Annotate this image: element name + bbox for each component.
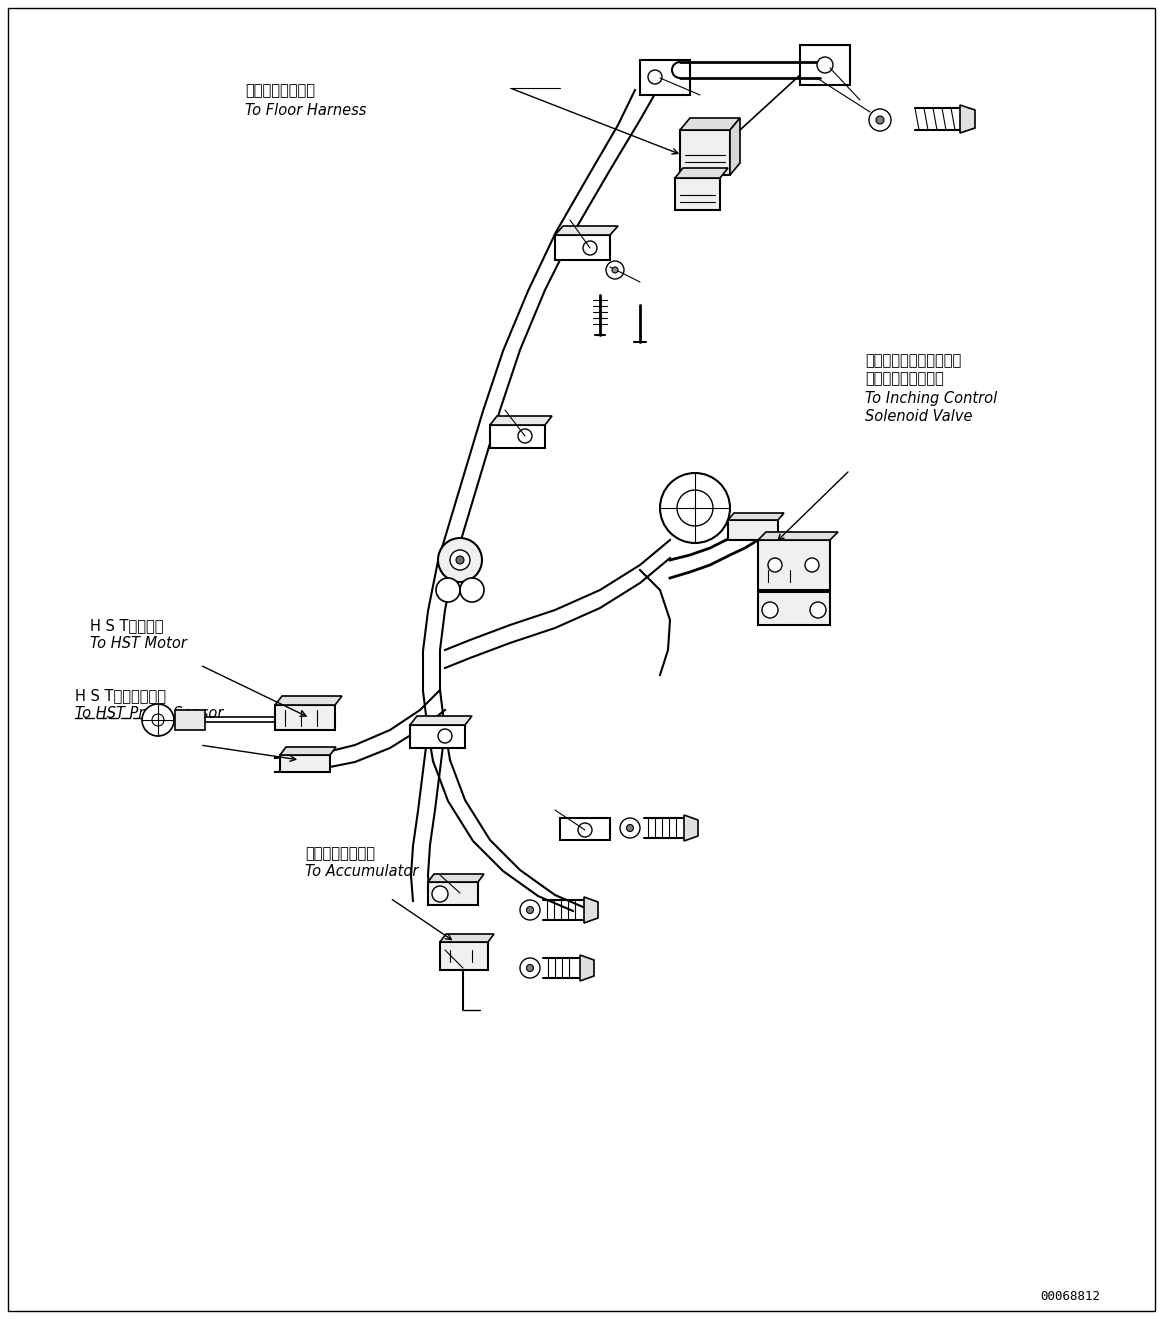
- Polygon shape: [758, 539, 830, 590]
- Polygon shape: [490, 415, 552, 425]
- Polygon shape: [800, 45, 850, 84]
- Circle shape: [612, 266, 618, 273]
- Circle shape: [659, 474, 730, 543]
- Text: To Floor Harness: To Floor Harness: [245, 103, 366, 117]
- Text: To HST Motor: To HST Motor: [90, 636, 187, 652]
- Circle shape: [527, 906, 534, 914]
- Polygon shape: [445, 539, 670, 667]
- Polygon shape: [675, 168, 728, 178]
- Polygon shape: [680, 117, 740, 131]
- Circle shape: [152, 714, 164, 725]
- Circle shape: [869, 109, 891, 131]
- Text: To Inching Control: To Inching Control: [865, 390, 997, 406]
- Polygon shape: [561, 818, 611, 840]
- Polygon shape: [423, 84, 659, 761]
- Circle shape: [583, 241, 597, 255]
- Circle shape: [518, 429, 531, 443]
- Text: インチングコントロール: インチングコントロール: [865, 353, 962, 368]
- Circle shape: [768, 558, 782, 572]
- Circle shape: [677, 489, 713, 526]
- Polygon shape: [411, 729, 445, 901]
- Circle shape: [876, 116, 884, 124]
- Text: フロアハーネスへ: フロアハーネスへ: [245, 83, 315, 98]
- Text: アキュムレータへ: アキュムレータへ: [305, 845, 374, 861]
- Polygon shape: [555, 235, 611, 260]
- Circle shape: [431, 886, 448, 902]
- Polygon shape: [959, 106, 975, 133]
- Polygon shape: [440, 934, 494, 942]
- Polygon shape: [274, 704, 335, 729]
- Text: ソレノイドバルブへ: ソレノイドバルブへ: [865, 371, 943, 386]
- Circle shape: [816, 57, 833, 73]
- Polygon shape: [728, 520, 778, 539]
- Circle shape: [578, 823, 592, 838]
- Circle shape: [762, 601, 778, 619]
- Circle shape: [606, 261, 625, 280]
- Polygon shape: [440, 942, 488, 969]
- Polygon shape: [428, 874, 484, 882]
- Circle shape: [627, 824, 634, 831]
- Polygon shape: [274, 690, 445, 772]
- Circle shape: [456, 557, 464, 565]
- Polygon shape: [274, 696, 342, 704]
- Circle shape: [648, 70, 662, 84]
- Text: To HST Press Sensor: To HST Press Sensor: [74, 706, 223, 721]
- Circle shape: [461, 578, 484, 601]
- Polygon shape: [758, 532, 839, 539]
- Polygon shape: [411, 716, 472, 725]
- Text: H S T油圧センサへ: H S T油圧センサへ: [74, 689, 166, 703]
- Polygon shape: [428, 882, 478, 905]
- Circle shape: [436, 578, 461, 601]
- Circle shape: [142, 704, 174, 736]
- Text: Solenoid Valve: Solenoid Valve: [865, 409, 972, 423]
- Text: H S Tモータへ: H S Tモータへ: [90, 619, 164, 633]
- Polygon shape: [555, 226, 618, 235]
- Circle shape: [450, 550, 470, 570]
- Polygon shape: [584, 897, 598, 923]
- Circle shape: [805, 558, 819, 572]
- Polygon shape: [730, 117, 740, 175]
- Circle shape: [438, 729, 452, 743]
- Polygon shape: [684, 815, 698, 842]
- Polygon shape: [174, 710, 205, 729]
- Circle shape: [520, 900, 540, 919]
- Polygon shape: [411, 725, 465, 748]
- Circle shape: [527, 964, 534, 972]
- Polygon shape: [490, 425, 545, 448]
- Polygon shape: [680, 131, 730, 175]
- Text: 00068812: 00068812: [1040, 1290, 1100, 1303]
- Polygon shape: [675, 178, 720, 210]
- Circle shape: [620, 818, 640, 838]
- Circle shape: [438, 538, 481, 582]
- Polygon shape: [580, 955, 594, 981]
- Circle shape: [809, 601, 826, 619]
- Polygon shape: [728, 513, 784, 520]
- Circle shape: [520, 958, 540, 977]
- Polygon shape: [280, 754, 330, 772]
- Polygon shape: [433, 760, 590, 911]
- Polygon shape: [640, 59, 690, 95]
- Polygon shape: [280, 747, 336, 754]
- Polygon shape: [758, 592, 830, 625]
- Text: To Accumulator: To Accumulator: [305, 864, 419, 878]
